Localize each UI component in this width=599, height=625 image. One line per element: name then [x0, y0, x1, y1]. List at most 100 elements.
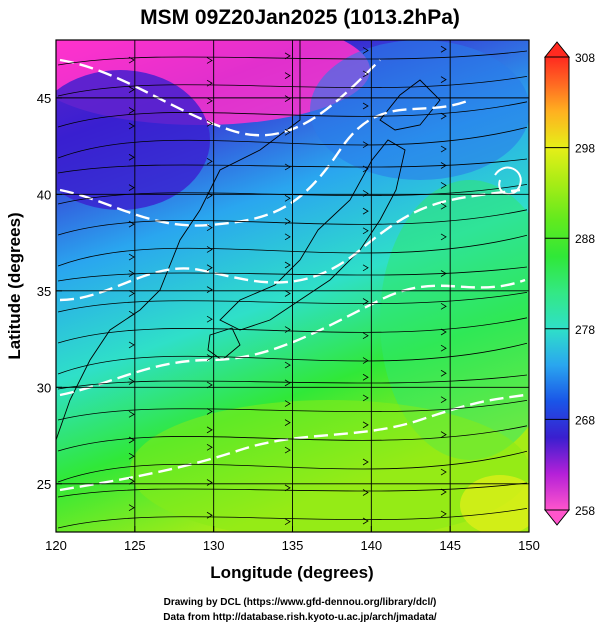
streamline-arrow	[284, 95, 291, 102]
streamline-arrow	[284, 400, 291, 407]
streamline-arrow	[440, 510, 447, 518]
streamline-arrow	[362, 102, 369, 110]
streamline-arrow	[128, 477, 135, 485]
streamline-arrow	[206, 315, 213, 323]
x-tick-label: 140	[360, 538, 382, 553]
streamline-arrow	[440, 488, 447, 496]
y-tick-label: 35	[37, 284, 51, 299]
isotherm-contours	[59, 58, 526, 492]
streamline	[57, 101, 528, 128]
low-pressure-swirl	[494, 166, 522, 195]
streamline-arrow	[284, 484, 291, 492]
isotherm-line	[59, 278, 526, 397]
streamline-arrow	[206, 264, 213, 272]
streamline-arrow	[362, 141, 369, 149]
streamline-arrow	[128, 436, 135, 444]
streamline-arrow	[284, 218, 291, 225]
y-tick-label: 45	[37, 91, 51, 106]
streamline-arrow	[128, 310, 135, 318]
streamline-arrow	[206, 479, 213, 486]
streamline	[57, 425, 528, 452]
streamline-arrow	[284, 379, 291, 387]
streamline-arrow	[440, 145, 447, 153]
streamline-arrow	[284, 163, 291, 171]
streamline-arrow	[128, 153, 135, 161]
streamline-arrow	[362, 332, 369, 340]
wind-streamlines	[57, 45, 528, 529]
streamline-arrow	[362, 264, 369, 272]
streamline-arrow	[284, 52, 291, 60]
streamline-arrow	[206, 408, 213, 415]
streamline-arrow	[362, 47, 369, 54]
streamline-arrow	[206, 443, 213, 451]
isotherm-line	[59, 188, 521, 302]
x-tick-label: 135	[282, 538, 304, 553]
colorbar-top-triangle	[543, 41, 571, 58]
colorbar-tick-label: 308	[575, 51, 595, 65]
shade-blob	[460, 475, 529, 532]
streamline-arrow	[362, 298, 369, 305]
streamline-arrow	[128, 86, 135, 93]
y-axis-label: Latitude (degrees)	[5, 212, 24, 359]
streamline	[57, 158, 528, 174]
colorbar-tick-label: 258	[575, 504, 595, 518]
streamline-arrow	[362, 207, 369, 215]
credit-drawing: Drawing by DCL (https://www.gfd-dennou.o…	[164, 597, 437, 608]
streamline-arrow	[362, 517, 369, 525]
streamline-arrow	[206, 157, 213, 165]
streamline-arrow	[284, 290, 291, 297]
streamline-arrow	[440, 468, 447, 476]
colorbar-body	[544, 56, 570, 511]
streamline	[57, 76, 528, 97]
streamline-arrow	[128, 220, 135, 228]
streamline-arrow	[128, 410, 135, 418]
x-tick-label: 145	[439, 538, 461, 553]
streamline-arrow	[206, 246, 213, 253]
streamline-arrow	[128, 253, 135, 261]
streamline-arrow	[128, 107, 135, 114]
x-tick-label: 125	[124, 538, 146, 553]
streamline-arrow	[440, 45, 447, 53]
streamline-arrow	[440, 182, 447, 189]
streamline	[57, 234, 528, 267]
streamline-arrow	[206, 354, 213, 361]
colorbar: 308 298 288 278 268 258	[543, 41, 595, 526]
y-tick-label: 40	[37, 187, 51, 202]
streamline-arrow	[128, 504, 135, 512]
streamline-arrow	[440, 202, 447, 210]
streamline-arrow	[440, 112, 447, 120]
streamline-arrow	[128, 56, 135, 64]
streamline-arrow	[362, 70, 369, 78]
streamline-arrow	[284, 326, 291, 333]
streamline-arrow	[362, 227, 369, 235]
isotherm-line	[59, 98, 471, 227]
streamline	[57, 317, 528, 344]
streamline-arrow	[440, 233, 447, 241]
x-axis-label: Longitude (degrees)	[210, 563, 373, 582]
streamline-arrow	[128, 341, 135, 349]
colorbar-tick-label: 288	[575, 232, 595, 246]
colorbar-ticks: 308 298 288 278 268 258	[545, 51, 595, 518]
streamline-arrow	[128, 290, 135, 297]
streamline-arrow	[440, 270, 447, 277]
streamline-arrow	[440, 162, 447, 169]
map-panel	[56, 40, 529, 532]
shade-blob	[310, 40, 529, 180]
streamline-arrow	[128, 184, 135, 191]
streamline	[57, 292, 528, 313]
credit-data: Data from http://database.rish.kyoto-u.a…	[163, 612, 437, 623]
streamline-arrow	[440, 431, 447, 438]
streamline-arrow	[362, 421, 369, 429]
streamline-arrow	[284, 446, 291, 454]
streamline-arrow	[206, 511, 213, 519]
streamline-arrow	[362, 373, 369, 381]
streamline-arrow	[128, 122, 135, 130]
streamline-arrow	[128, 452, 135, 460]
streamline-arrow	[206, 57, 213, 64]
isotherm-line	[59, 58, 381, 137]
streamline-arrow	[440, 396, 447, 404]
streamline-arrow	[284, 194, 291, 202]
colorbar-bottom-triangle	[543, 509, 571, 526]
streamline-arrow	[440, 344, 447, 352]
streamline-arrow	[206, 97, 213, 105]
